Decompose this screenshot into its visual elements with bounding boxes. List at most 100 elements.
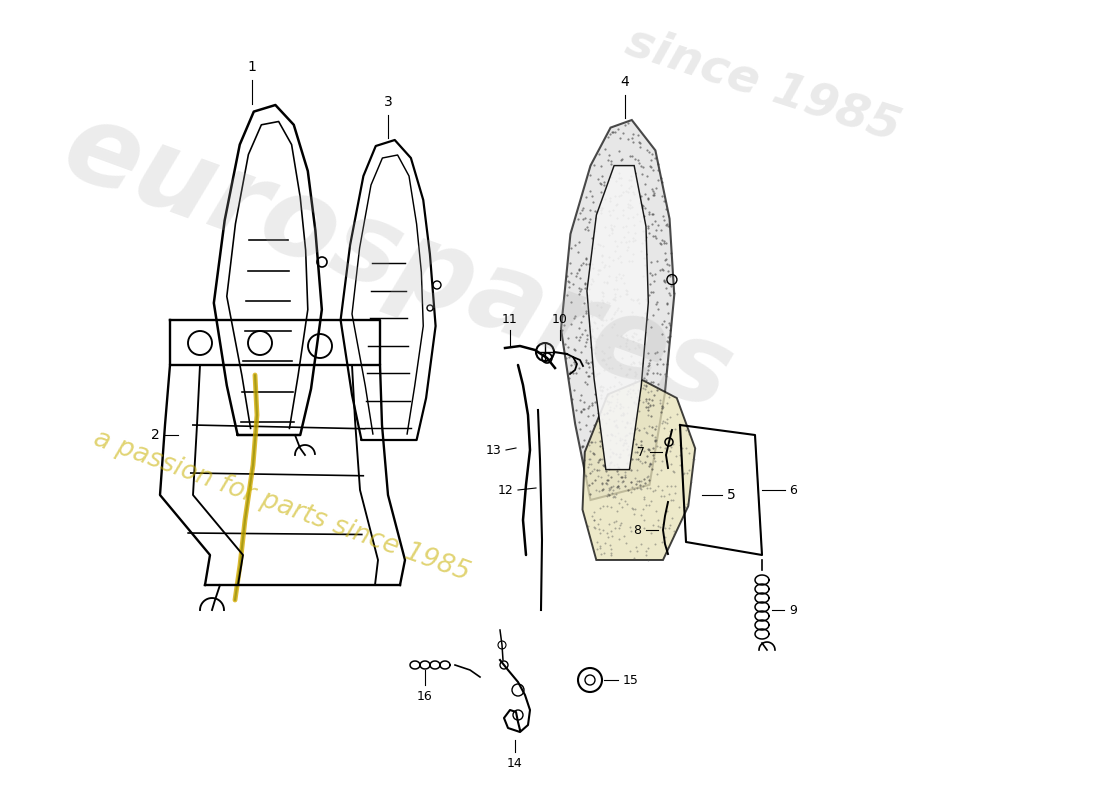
- Point: [653, 401, 671, 414]
- Point: [629, 441, 647, 454]
- Point: [625, 210, 642, 223]
- Point: [651, 368, 669, 381]
- Point: [630, 442, 648, 454]
- Point: [618, 429, 636, 442]
- Point: [606, 522, 624, 535]
- Point: [619, 226, 637, 238]
- Point: [619, 200, 637, 213]
- Point: [600, 296, 617, 309]
- Point: [615, 437, 632, 450]
- Point: [597, 416, 615, 429]
- Point: [623, 525, 640, 538]
- Point: [658, 413, 675, 426]
- Point: [636, 178, 653, 190]
- Point: [654, 490, 672, 503]
- Point: [647, 224, 664, 237]
- Text: 14: 14: [507, 757, 522, 770]
- Point: [642, 394, 660, 406]
- Point: [612, 492, 629, 505]
- Point: [602, 481, 619, 494]
- Point: [662, 479, 680, 492]
- Point: [570, 288, 587, 301]
- Point: [588, 536, 606, 549]
- Point: [614, 406, 631, 419]
- Point: [602, 381, 619, 394]
- Point: [593, 478, 611, 490]
- Point: [571, 272, 588, 285]
- Point: [569, 246, 586, 258]
- Point: [583, 458, 601, 470]
- Point: [609, 482, 627, 495]
- Point: [601, 483, 618, 496]
- Point: [652, 190, 670, 202]
- Point: [626, 370, 644, 382]
- Text: 8: 8: [632, 523, 641, 537]
- Point: [659, 397, 676, 410]
- Point: [581, 488, 598, 501]
- Point: [585, 521, 603, 534]
- Point: [638, 169, 656, 182]
- Point: [680, 463, 697, 476]
- Point: [625, 412, 642, 425]
- Point: [583, 190, 601, 203]
- Point: [604, 126, 622, 138]
- Point: [593, 204, 611, 217]
- Point: [585, 158, 603, 171]
- Point: [603, 390, 620, 403]
- Point: [585, 463, 603, 476]
- Point: [584, 409, 602, 422]
- Point: [618, 368, 636, 381]
- Point: [658, 370, 675, 383]
- Point: [591, 384, 608, 397]
- Point: [636, 371, 653, 384]
- Point: [653, 358, 671, 370]
- Point: [586, 334, 604, 347]
- Point: [619, 440, 637, 453]
- Point: [605, 282, 623, 295]
- Point: [625, 188, 642, 201]
- Point: [640, 474, 658, 486]
- Point: [585, 242, 603, 254]
- Point: [635, 378, 652, 391]
- Point: [637, 426, 654, 438]
- Point: [608, 212, 626, 225]
- Point: [562, 296, 580, 309]
- Point: [614, 127, 631, 140]
- Point: [585, 331, 603, 344]
- Point: [591, 238, 608, 251]
- Point: [570, 236, 587, 249]
- Point: [652, 238, 670, 250]
- Point: [644, 218, 661, 230]
- Point: [614, 444, 631, 457]
- Point: [656, 274, 673, 286]
- Point: [656, 194, 673, 207]
- Point: [644, 398, 661, 411]
- Point: [603, 126, 620, 138]
- Point: [604, 254, 622, 266]
- Point: [610, 450, 628, 463]
- Point: [654, 345, 672, 358]
- Point: [620, 254, 638, 267]
- Point: [574, 440, 592, 453]
- Point: [631, 482, 649, 494]
- Point: [658, 202, 675, 215]
- Point: [658, 282, 675, 294]
- Point: [648, 295, 666, 308]
- Point: [594, 477, 612, 490]
- Point: [583, 322, 601, 335]
- Point: [592, 409, 609, 422]
- Point: [561, 350, 579, 363]
- Point: [645, 207, 662, 220]
- Point: [614, 330, 631, 343]
- Point: [569, 266, 586, 279]
- Point: [578, 336, 595, 349]
- Point: [616, 429, 634, 442]
- Point: [632, 159, 650, 172]
- Point: [580, 357, 597, 370]
- Point: [662, 494, 680, 506]
- Point: [661, 289, 679, 302]
- Point: [582, 204, 600, 217]
- Point: [579, 356, 596, 369]
- Point: [586, 522, 604, 534]
- Point: [634, 210, 651, 223]
